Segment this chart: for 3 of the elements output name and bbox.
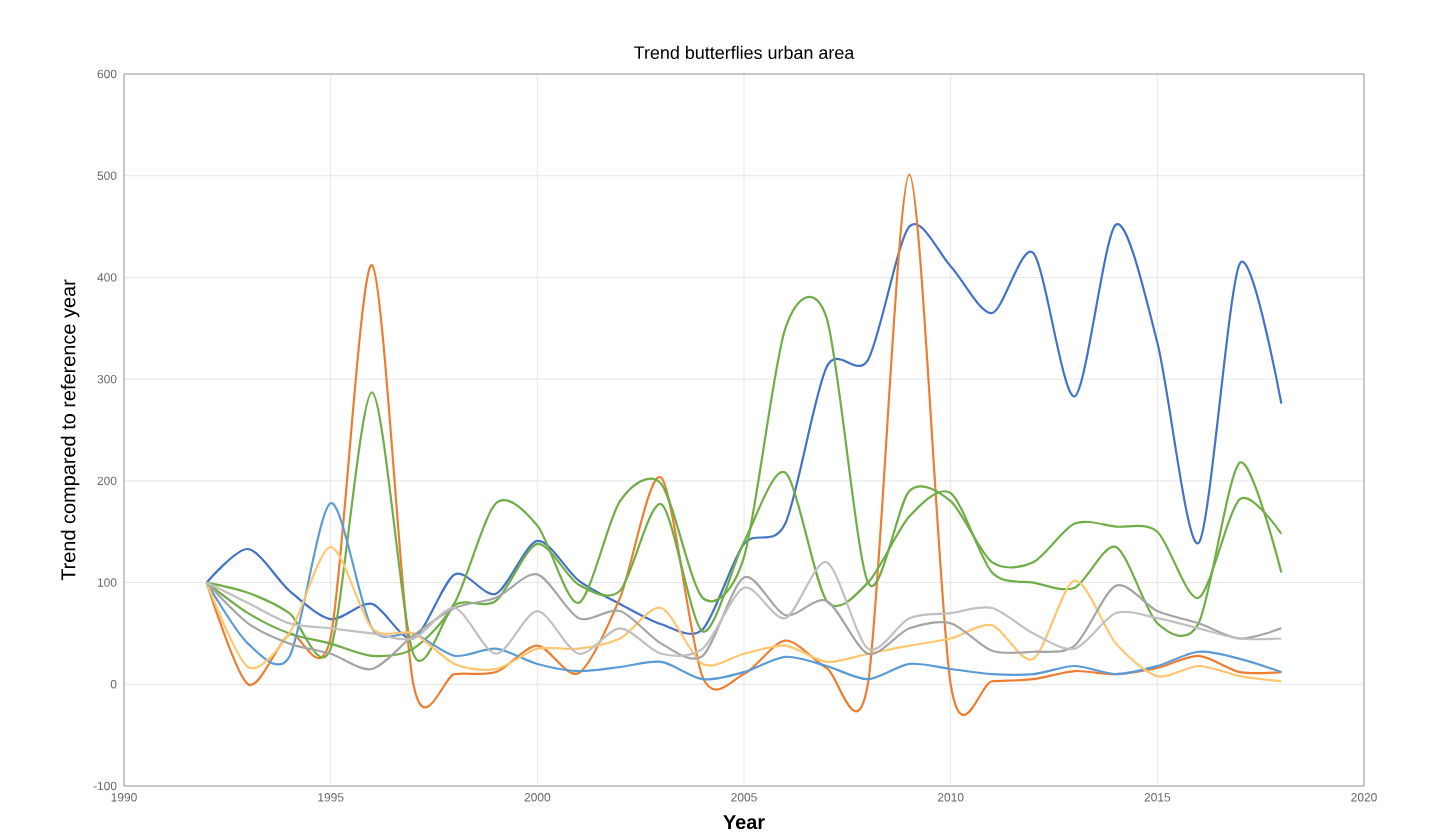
- x-axis-title: Year: [723, 815, 765, 830]
- y-axis-title: Trend compared to reference year: [60, 279, 80, 581]
- chart-title: Trend butterflies urban area: [634, 45, 855, 60]
